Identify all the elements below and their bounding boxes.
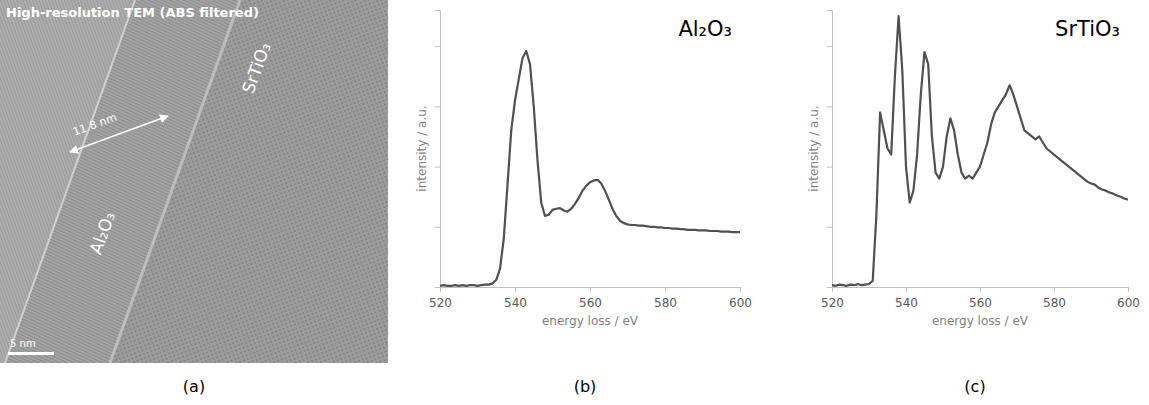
chart-title: Al₂O₃ bbox=[678, 17, 732, 41]
y-tick bbox=[435, 227, 440, 228]
y-tick-mark bbox=[435, 46, 440, 47]
y-tick-mark bbox=[827, 227, 832, 228]
y-tick bbox=[827, 227, 832, 228]
interface-line bbox=[110, 0, 240, 363]
x-tick: 540 bbox=[504, 287, 527, 310]
x-tick-mark bbox=[1128, 287, 1129, 292]
plot-area bbox=[832, 16, 1128, 286]
width-label: 11.8 nm bbox=[71, 111, 118, 139]
x-tick-label: 540 bbox=[895, 296, 918, 310]
figure: High-resolution TEM (ABS filtered) 11.8 n… bbox=[0, 0, 1149, 405]
y-tick-mark bbox=[827, 106, 832, 107]
panel-caption: (c) bbox=[964, 377, 985, 396]
x-tick-mark bbox=[590, 287, 591, 292]
y-axis bbox=[435, 11, 441, 288]
x-axis: 520 540 560 580 600 bbox=[821, 287, 1140, 310]
x-tick-mark bbox=[980, 287, 981, 292]
x-tick: 560 bbox=[579, 287, 602, 310]
chart-title: SrTiO₃ bbox=[1055, 17, 1120, 41]
x-tick: 540 bbox=[895, 287, 918, 310]
line-chart-panel: 520 540 560 580 600 SrTiO₃ energy loss / eV int… bbox=[807, 11, 1140, 329]
interface-line bbox=[5, 0, 135, 363]
x-tick-label: 520 bbox=[429, 296, 452, 310]
scale-bar bbox=[8, 352, 54, 355]
al2o3-band bbox=[5, 0, 240, 363]
y-axis bbox=[827, 11, 833, 288]
x-tick-mark bbox=[1054, 287, 1055, 292]
y-tick-mark bbox=[435, 106, 440, 107]
x-tick: 580 bbox=[1043, 287, 1066, 310]
scale-label: 5 nm bbox=[10, 338, 36, 349]
y-tick-mark bbox=[435, 227, 440, 228]
x-tick-label: 560 bbox=[579, 296, 602, 310]
y-axis-title: intensity / a.u. bbox=[807, 105, 821, 191]
x-tick-label: 520 bbox=[821, 296, 844, 310]
panel-caption: (b) bbox=[574, 377, 597, 396]
tem-image-panel: High-resolution TEM (ABS filtered) 11.8 n… bbox=[0, 0, 388, 363]
y-tick bbox=[435, 167, 440, 168]
x-tick: 580 bbox=[654, 287, 677, 310]
y-tick bbox=[435, 46, 440, 47]
x-tick-label: 580 bbox=[654, 296, 677, 310]
x-tick-label: 600 bbox=[729, 296, 752, 310]
x-axis-line bbox=[833, 288, 1129, 293]
y-tick-mark bbox=[827, 46, 832, 47]
y-axis-line bbox=[827, 11, 833, 288]
y-tick-mark bbox=[827, 167, 832, 168]
y-tick-mark bbox=[435, 167, 440, 168]
x-axis-line bbox=[441, 288, 741, 293]
tem-image bbox=[0, 0, 388, 363]
y-axis-title: intensity / a.u. bbox=[415, 105, 429, 191]
y-axis-line bbox=[435, 11, 441, 288]
x-tick: 520 bbox=[821, 287, 844, 310]
panel-caption: (a) bbox=[183, 377, 205, 396]
x-tick-label: 540 bbox=[504, 296, 527, 310]
x-tick: 600 bbox=[729, 287, 752, 310]
layer-label: Al₂O₃ bbox=[86, 209, 120, 257]
x-tick: 600 bbox=[1117, 287, 1140, 310]
x-tick-mark bbox=[515, 287, 516, 292]
x-tick: 520 bbox=[429, 287, 452, 310]
x-tick-label: 600 bbox=[1117, 296, 1140, 310]
line-chart-panel: 520 540 560 580 600 Al₂O₃ energy loss / eV inte… bbox=[415, 11, 752, 329]
spectrum-line bbox=[832, 16, 1128, 286]
x-tick-mark bbox=[740, 287, 741, 292]
x-tick: 560 bbox=[969, 287, 992, 310]
plot-area bbox=[440, 51, 740, 286]
srtio3-region bbox=[0, 0, 388, 363]
y-tick bbox=[827, 106, 832, 107]
x-tick-mark bbox=[665, 287, 666, 292]
x-tick-mark bbox=[906, 287, 907, 292]
x-axis: 520 540 560 580 600 bbox=[429, 287, 752, 310]
spectrum-line bbox=[440, 51, 740, 286]
x-tick-label: 580 bbox=[1043, 296, 1066, 310]
y-tick bbox=[435, 106, 440, 107]
image-title: High-resolution TEM (ABS filtered) bbox=[6, 5, 259, 20]
x-tick-label: 560 bbox=[969, 296, 992, 310]
x-axis-title: energy loss / eV bbox=[932, 314, 1029, 328]
layer-label: SrTiO₃ bbox=[238, 40, 275, 96]
y-tick bbox=[827, 167, 832, 168]
x-axis-title: energy loss / eV bbox=[542, 314, 639, 328]
y-tick bbox=[827, 46, 832, 47]
